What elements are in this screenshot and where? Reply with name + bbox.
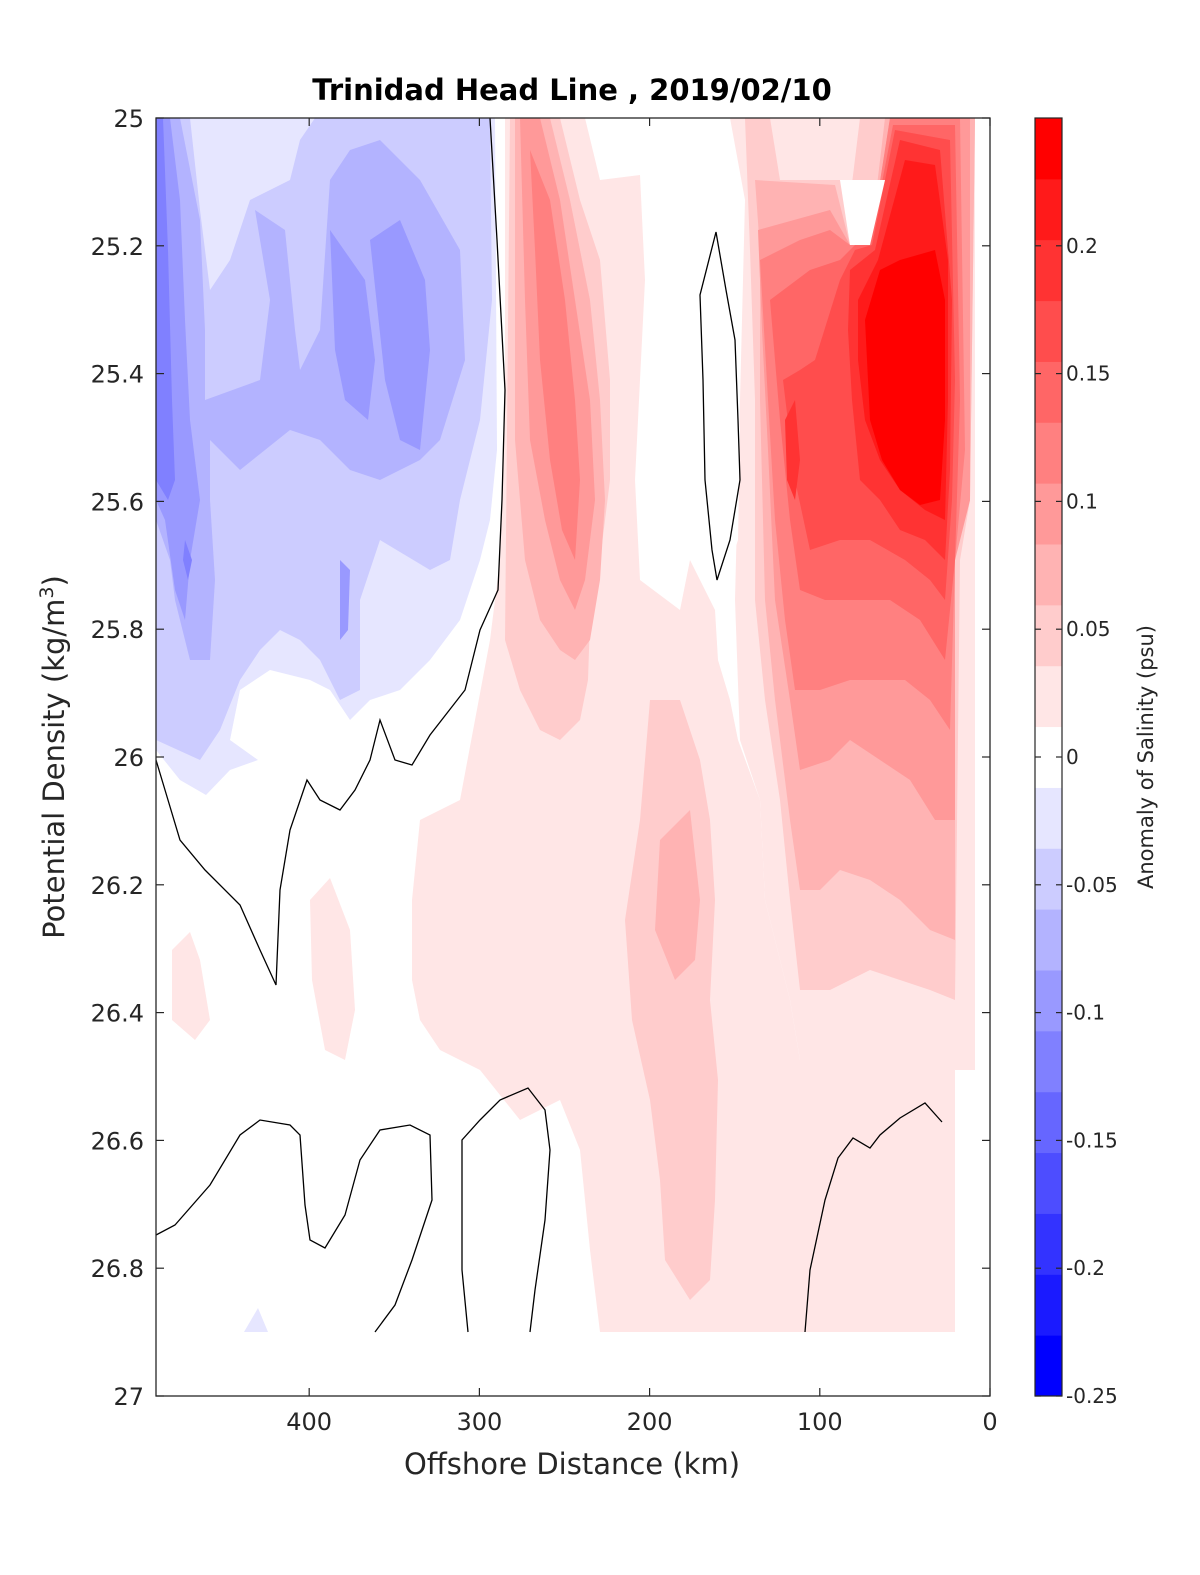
contour-fill-layer (156, 118, 990, 1396)
contour-fill-blank-below (156, 1332, 990, 1396)
y-tick-label: 25.8 (91, 616, 144, 644)
contour-fill-zero-gap (700, 180, 885, 580)
y-tick-label: 27 (113, 1383, 144, 1411)
colorbar-swatch (1035, 787, 1062, 849)
zero-contour-lines (156, 118, 943, 1333)
y-tick-label: 25 (113, 105, 144, 133)
colorbar-swatch (1035, 361, 1062, 423)
colorbar-swatch (1035, 544, 1062, 606)
colorbar-label: Anomaly of Salinity (psu) (1134, 625, 1158, 889)
colorbar-swatch (1035, 970, 1062, 1032)
colorbar-tick-label: 0 (1066, 745, 1079, 769)
zero-contour-line (156, 1119, 433, 1333)
colorbar-swatch (1035, 1030, 1062, 1093)
colorbar-tick-label: -0.25 (1066, 1384, 1118, 1408)
colorbar-swatch (1035, 909, 1062, 971)
y-axis-label-main: Potential Density (kg/m (37, 599, 71, 939)
colorbar-tick-label: 0.1 (1066, 489, 1098, 513)
y-axis-label: Potential Density (kg/m3) (36, 575, 71, 939)
x-tick-label: 300 (456, 1408, 502, 1436)
contour-fill-pos-0.25-near (865, 250, 945, 505)
colorbar-swatch (1035, 665, 1062, 728)
colorbar-swatch (1035, 1335, 1062, 1397)
y-axis-label-superscript: 3 (36, 586, 58, 598)
colorbar-swatch (1035, 118, 1062, 180)
contour-fill-pos-deep-patches (172, 878, 355, 1060)
zero-contour-line (156, 118, 506, 986)
colorbar-swatch (1035, 1213, 1062, 1275)
y-tick-label: 25.2 (91, 233, 144, 261)
chart-title: Trinidad Head Line , 2019/02/10 (312, 73, 832, 107)
y-tick-label: 26.6 (91, 1127, 144, 1155)
colorbar-swatch (1035, 422, 1062, 484)
zero-contour-line (699, 231, 741, 581)
zero-contour-line (461, 1087, 551, 1333)
colorbar-tick-label: 0.15 (1066, 362, 1111, 386)
colorbar-swatch (1035, 178, 1062, 241)
colorbar-swatch (1035, 1274, 1062, 1336)
colorbar-tick-label: -0.05 (1066, 873, 1118, 897)
x-tick-label: 0 (982, 1408, 997, 1436)
colorbar-swatch (1035, 483, 1062, 545)
colorbar-swatch (1035, 300, 1062, 362)
colorbar-swatch (1035, 848, 1062, 910)
y-tick-label: 26.4 (91, 1000, 144, 1028)
zero-contour-line (804, 1102, 943, 1333)
y-tick-label: 26 (113, 744, 144, 772)
y-tick-label: 25.4 (91, 361, 144, 389)
x-tick-label: 200 (627, 1408, 673, 1436)
colorbar: 0.2 0.15 0.1 0.05 0 -0.05 -0.1 -0.15 -0.2 -0.25 (1034, 117, 1118, 1408)
contour-fill-pos-0.125-central (530, 150, 580, 560)
x-tick-label: 400 (286, 1408, 332, 1436)
y-tick-label: 26.2 (91, 872, 144, 900)
colorbar-swatch (1035, 239, 1062, 302)
y-axis-label-close: ) (37, 575, 71, 586)
y-tick-label: 25.6 (91, 488, 144, 516)
contour-fill-neg-0.1 (156, 118, 430, 640)
colorbar-tick-label: -0.15 (1066, 1128, 1118, 1152)
colorbar-swatch (1035, 1091, 1062, 1154)
x-axis-label: Offshore Distance (km) (404, 1447, 740, 1481)
colorbar-swatch (1035, 1152, 1062, 1214)
colorbar-tick-label: 0.2 (1066, 234, 1098, 258)
colorbar-tick-label: -0.1 (1066, 1001, 1105, 1025)
colorbar-tick-label: 0.05 (1066, 617, 1111, 641)
colorbar-swatch (1035, 604, 1062, 667)
x-axis: 400 300 200 100 0 (286, 118, 998, 1436)
y-tick-label: 26.8 (91, 1255, 144, 1283)
x-tick-label: 100 (797, 1408, 843, 1436)
y-axis: 25 25.2 25.4 25.6 25.8 26 26.2 26.4 26.6 26.8 27 (91, 105, 990, 1411)
contour-fill-neg-0.125 (156, 118, 192, 580)
colorbar-tick-label: -0.2 (1066, 1256, 1105, 1280)
